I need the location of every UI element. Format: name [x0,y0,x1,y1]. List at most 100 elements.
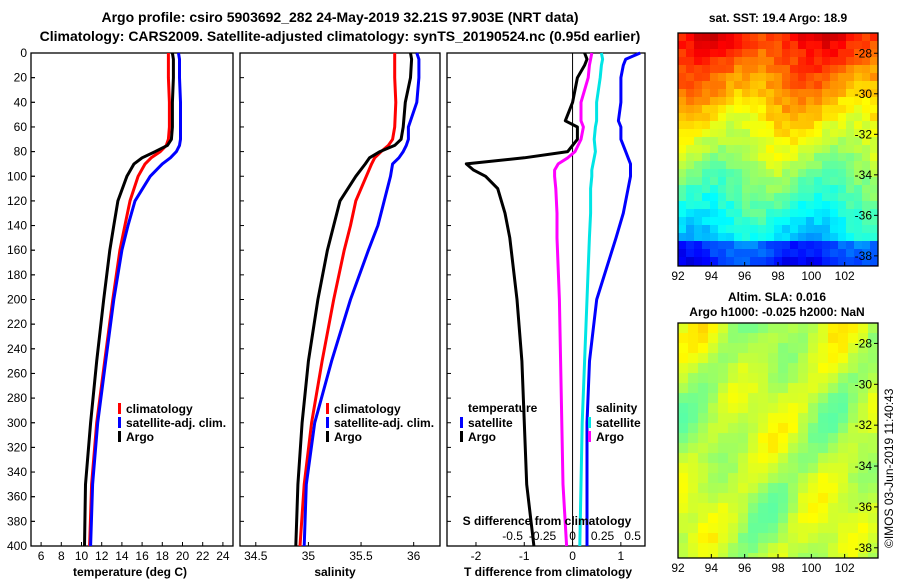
sst-cell [830,97,839,106]
sst-cell [702,121,711,130]
sst-cell [830,121,839,130]
sst-cell [830,137,839,146]
sst-cell [814,193,823,202]
sla-cell [728,523,739,534]
sst-cell [766,177,775,186]
sst-cell [854,81,863,90]
sla-cell [798,423,809,434]
sst-cell [838,177,847,186]
sst-cell [830,41,839,50]
sla-cell [698,503,709,514]
sst-cell [870,177,879,186]
sla-cell [788,443,799,454]
sst-cell [678,177,687,186]
sla-cell [768,403,779,414]
sst-cell [758,225,767,234]
sla-cell [688,473,699,484]
sla-cell [688,523,699,534]
sla-cell [838,553,849,559]
legend-s-satellite: satellite [596,416,641,430]
sst-cell [678,73,687,82]
sst-cell [726,257,735,266]
sst-cell [830,193,839,202]
sst-cell [758,201,767,210]
sst-cell [814,161,823,170]
sla-cell [798,393,809,404]
sst-cell [758,257,767,266]
sst-cell [806,185,815,194]
sst-cell [862,121,871,130]
sla-cell [678,363,689,374]
sla-cell [768,483,779,494]
sst-cell [718,249,727,258]
sla-cell [828,393,839,404]
sla-cell [868,543,879,554]
sst-cell [782,177,791,186]
sst-map-axes: 92 94 96 98 100 102 -28 -30 -32 -34 -36 -38 [671,46,878,283]
sst-cell [694,105,703,114]
sla-cell [708,413,719,424]
sla-cell [738,403,749,414]
sst-map-panel: sat. SST: 19.4 Argo: 18.9 92 94 96 98 100 102… [671,11,879,283]
sst-cell [766,169,775,178]
sst-cell [734,121,743,130]
sla-cell [858,413,869,424]
sla-cell [728,403,739,414]
sst-cell [766,121,775,130]
sla-cell [808,503,819,514]
sst-cell [774,33,783,42]
sst-cell [806,113,815,122]
sst-cell [798,105,807,114]
sst-cell [686,225,695,234]
sla-cell [858,533,869,544]
sst-cell [798,225,807,234]
sst-cell [678,49,687,58]
sst-cell [742,161,751,170]
depth-axis: 0 20 40 60 80 100 120 140 160 180 200 220 240 260 280 3… [7,46,35,553]
sst-cell [758,89,767,98]
sst-cell [806,177,815,186]
sst-cell [710,81,719,90]
sst-cell [782,89,791,98]
sst-cell [822,153,831,162]
sla-cell [768,523,779,534]
sla-cell [818,543,829,554]
sst-cell [814,33,823,42]
sst-cell [862,41,871,50]
s-tick-label: -0.5 [502,529,523,543]
sla-cell [728,533,739,544]
sst-cell [870,89,879,98]
sla-cell [718,513,729,524]
sla-cell [748,463,759,474]
sst-cell [702,113,711,122]
sla-cell [808,473,819,484]
sla-cell [848,483,859,494]
sla-cell [748,453,759,464]
sla-cell [808,383,819,394]
sla-cell [718,463,729,474]
depth-tick-label: 140 [7,219,27,233]
sla-cell [768,543,779,554]
sst-cell [694,81,703,90]
sst-cell [774,97,783,106]
sst-cell [846,217,855,226]
sla-cell [768,373,779,384]
sst-cell [790,97,799,106]
sla-cell [818,483,829,494]
sst-cell [742,105,751,114]
sst-cell [702,217,711,226]
sla-cell [828,353,839,364]
sst-cell [870,41,879,50]
sla-cell [728,433,739,444]
sla-cell [778,393,789,404]
sla-cell [728,423,739,434]
sla-cell [698,443,709,454]
sst-cell [710,177,719,186]
sla-cell [778,553,789,559]
sst-cell [702,209,711,218]
sst-cell [854,49,863,58]
sla-cell [788,493,799,504]
sla-cell [768,473,779,484]
x-tick-label: 35.5 [349,549,373,563]
sst-cell [718,161,727,170]
